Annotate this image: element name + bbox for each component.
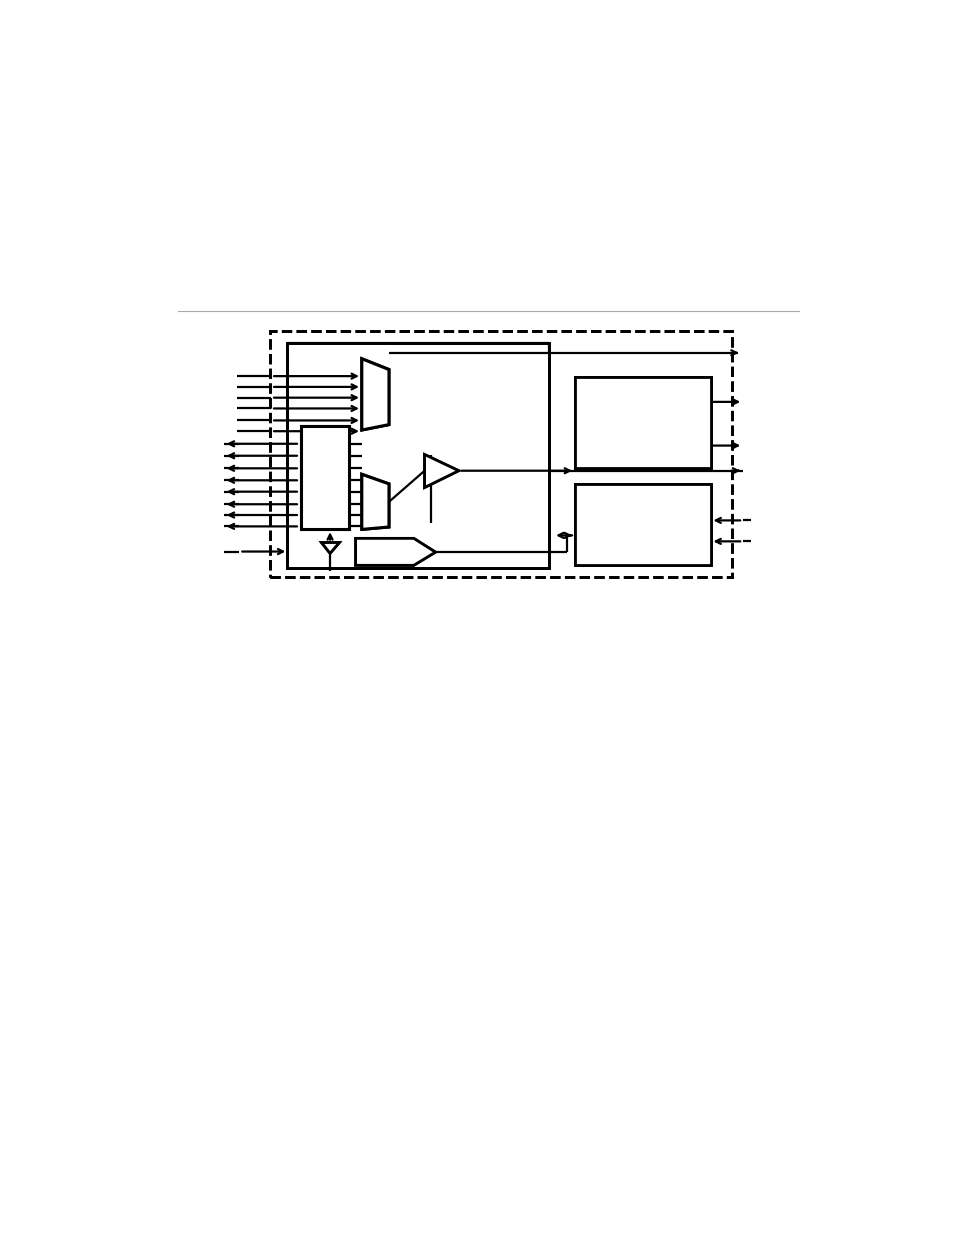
Bar [286, 342, 549, 568]
Polygon shape [321, 542, 339, 553]
Bar [270, 331, 731, 577]
Polygon shape [361, 474, 389, 530]
Polygon shape [355, 538, 435, 566]
Bar [575, 377, 710, 468]
Polygon shape [424, 454, 458, 488]
Polygon shape [355, 538, 435, 566]
Bar [286, 342, 549, 568]
Bar [301, 426, 348, 530]
Bar [301, 426, 348, 530]
Bar [575, 484, 710, 566]
Polygon shape [361, 474, 389, 530]
Polygon shape [361, 358, 389, 430]
Polygon shape [424, 454, 458, 488]
Polygon shape [321, 542, 339, 553]
Bar [575, 484, 710, 566]
Bar [270, 331, 731, 577]
Polygon shape [361, 358, 389, 430]
Bar [575, 377, 710, 468]
